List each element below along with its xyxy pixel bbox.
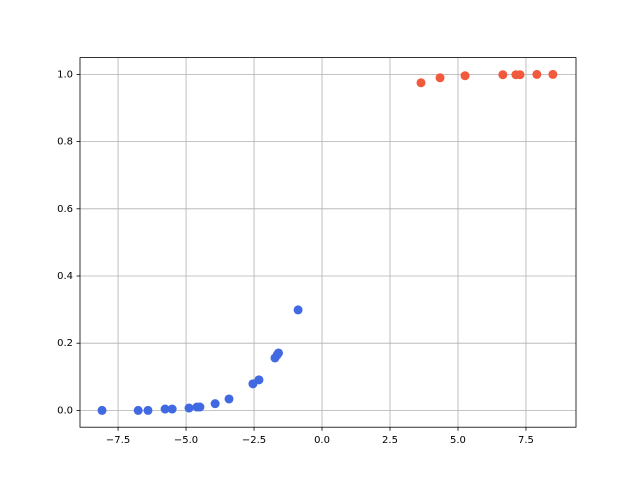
x-tick-label: 0.0 — [314, 435, 330, 446]
x-tick-label: 2.5 — [382, 435, 398, 446]
point — [195, 402, 205, 412]
point — [210, 399, 220, 409]
point — [224, 394, 234, 404]
x-tick-label: −2.5 — [242, 435, 266, 446]
x-tick-label: 5.0 — [450, 435, 466, 446]
point — [274, 348, 284, 358]
point — [293, 305, 303, 315]
point — [548, 69, 558, 79]
y-tick-label: 1.0 — [57, 69, 73, 80]
axes-frame — [79, 57, 577, 428]
y-tick-label: 0.2 — [57, 338, 73, 349]
x-tick-label: 7.5 — [518, 435, 534, 446]
y-tick-label: 0.6 — [57, 204, 73, 215]
point — [416, 78, 426, 88]
point — [498, 70, 508, 80]
x-tick-label: −5.0 — [174, 435, 198, 446]
point — [435, 73, 445, 83]
y-tick-label: 0.4 — [57, 271, 73, 282]
point — [133, 405, 143, 415]
point — [97, 405, 107, 415]
point — [460, 71, 470, 81]
point — [184, 403, 194, 413]
point — [167, 404, 177, 414]
point — [160, 404, 170, 414]
point — [143, 405, 153, 415]
x-tick-label: −7.5 — [106, 435, 130, 446]
point — [254, 375, 264, 385]
y-tick-label: 0.8 — [57, 137, 73, 148]
point — [532, 69, 542, 79]
point — [515, 70, 525, 80]
y-tick-label: 0.0 — [57, 405, 73, 416]
